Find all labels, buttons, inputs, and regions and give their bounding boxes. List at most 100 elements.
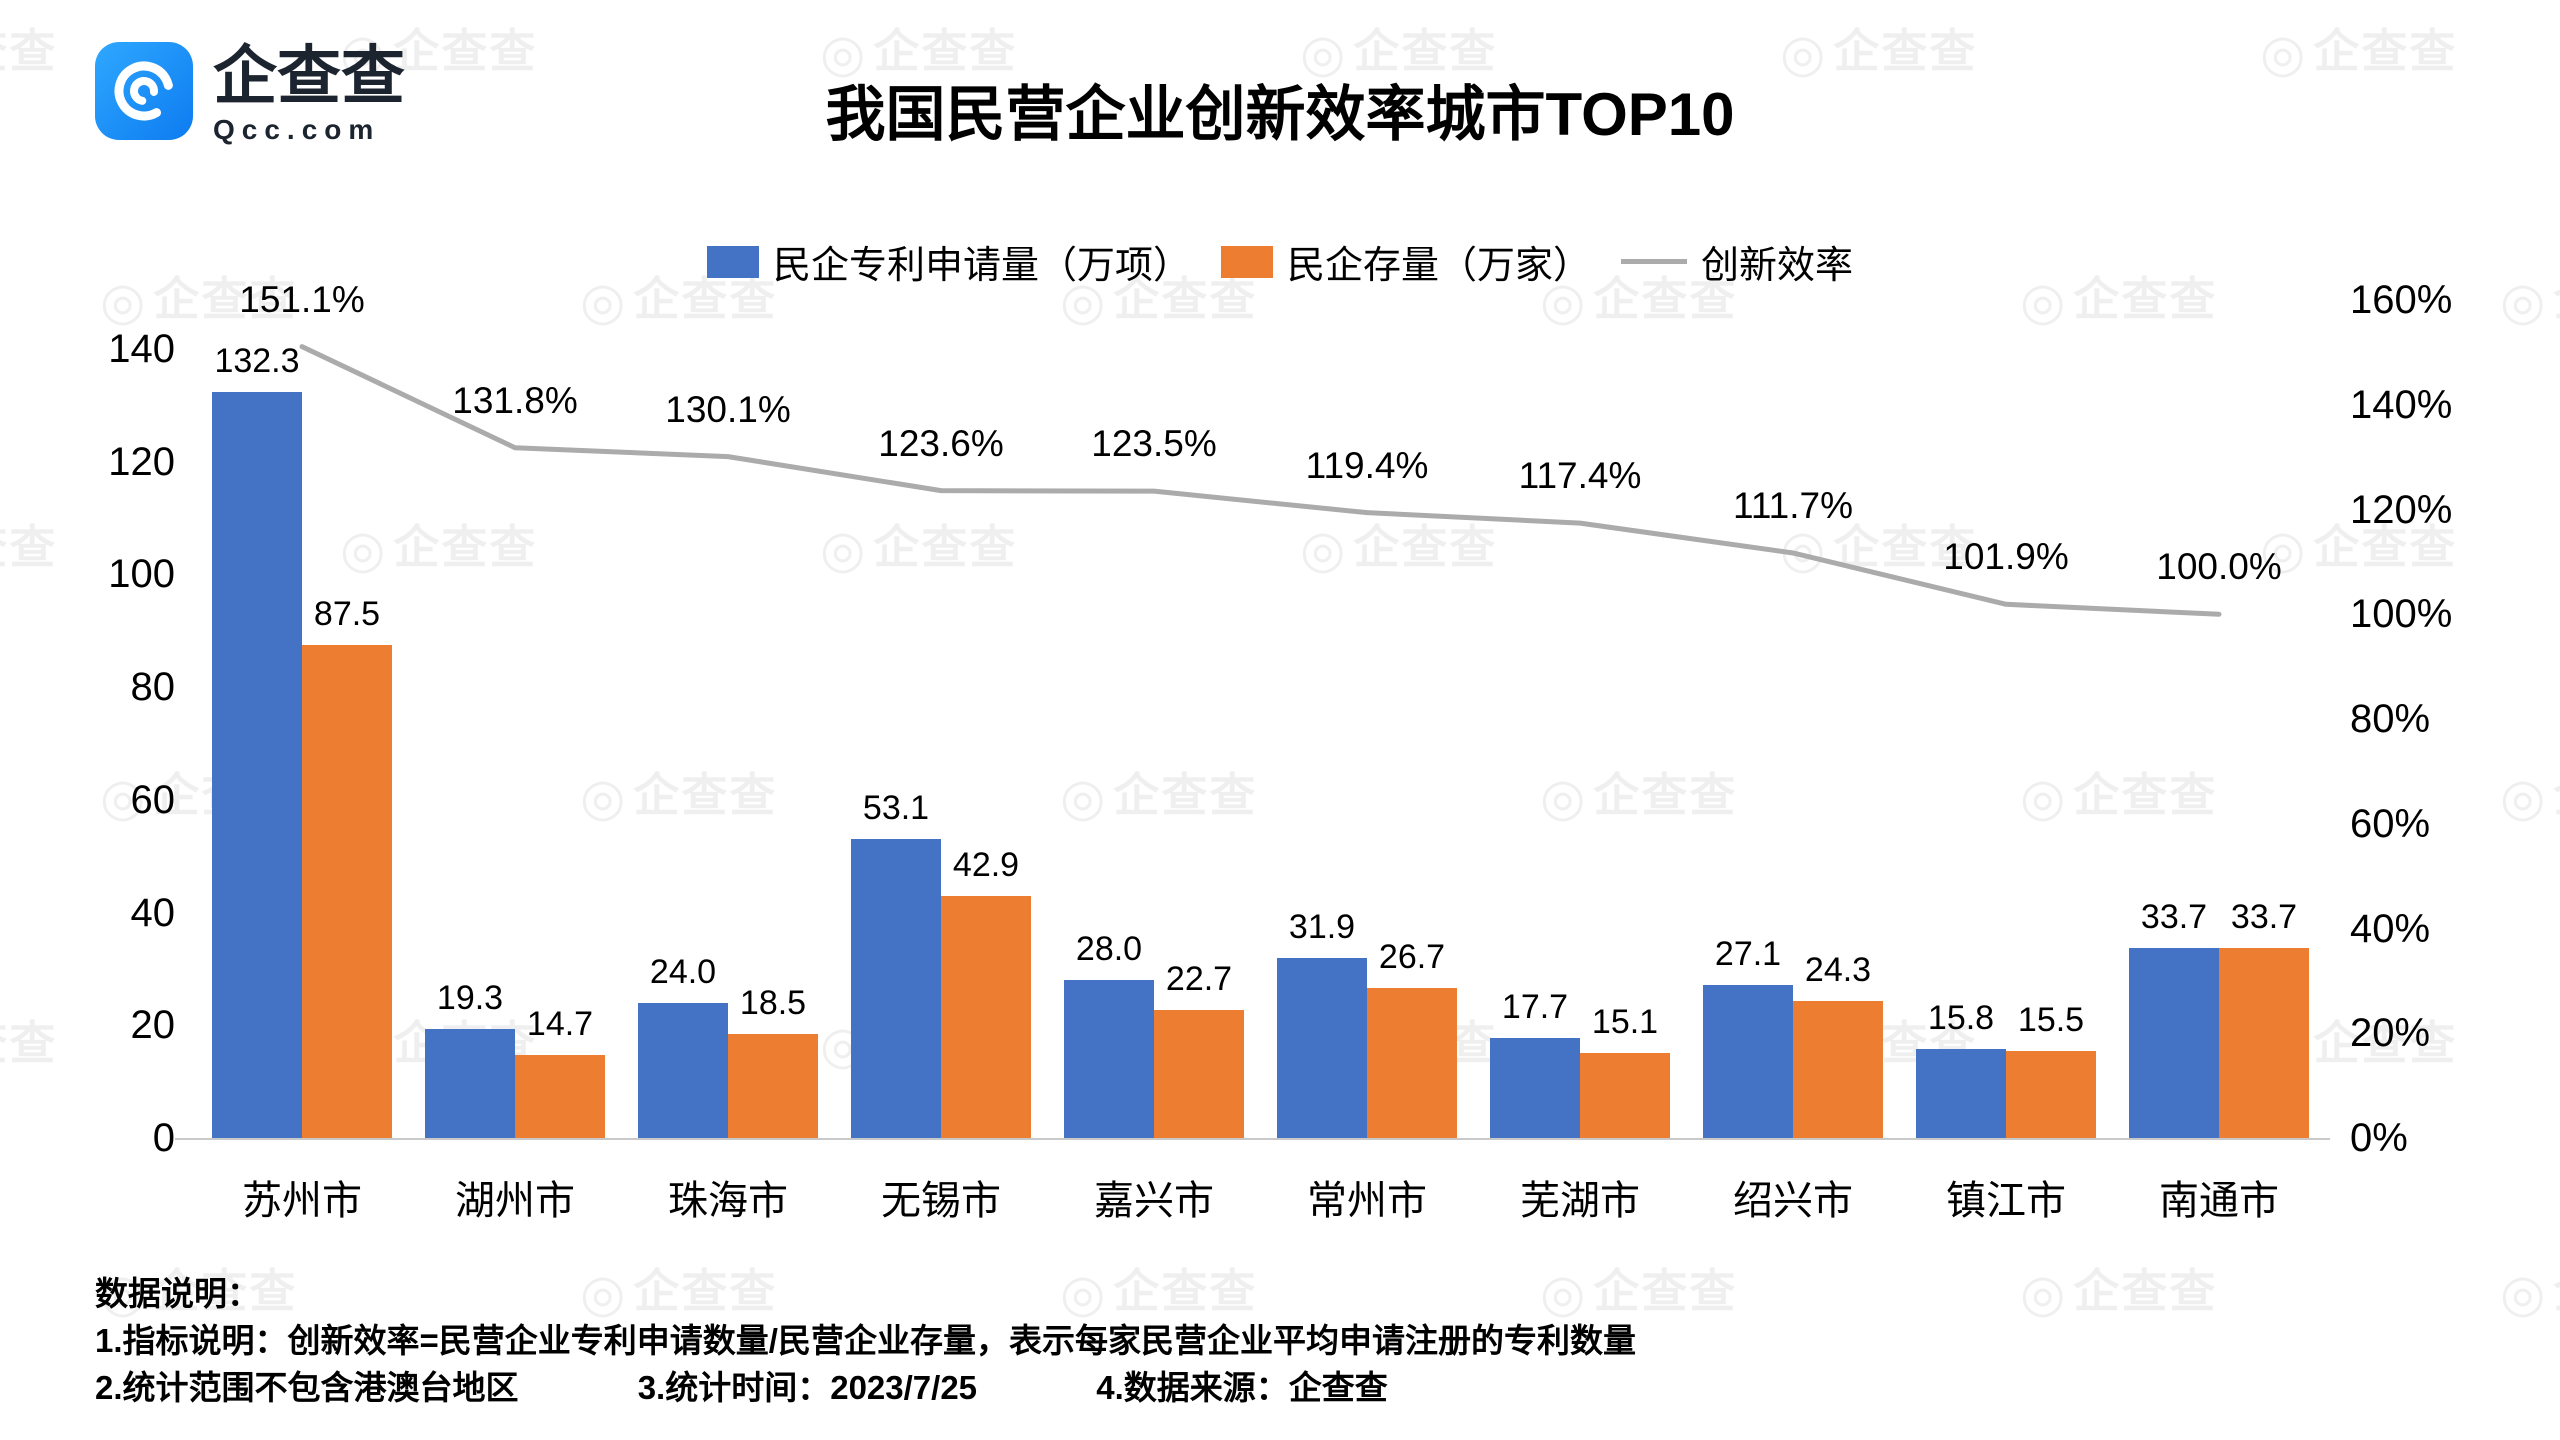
left-axis-tick: 100 (108, 552, 175, 597)
bar-value-label: 24.0 (649, 952, 717, 991)
right-axis-tick: 140% (2350, 382, 2453, 427)
footer-notes: 数据说明： 1.指标说明：创新效率=民营企业专利申请数量/民营企业存量，表示每家… (95, 1270, 1636, 1411)
stock-bar (1793, 1001, 1883, 1138)
qcc-logo-text: 企查查 (213, 40, 405, 112)
watermark: ◎企查查 (1540, 769, 1738, 827)
efficiency-point-label: 130.1% (665, 388, 791, 430)
legend-label: 民企存量（万家） (1286, 245, 1591, 287)
bar-value-label: 132.3 (214, 342, 300, 381)
watermark: ◎企查查 (580, 273, 778, 331)
watermark: ◎企查查 (2020, 769, 2218, 827)
city-label: 芜湖市 (1520, 1179, 1640, 1223)
stock-bar (941, 896, 1031, 1138)
left-axis-tick: 20 (130, 1003, 176, 1048)
x-axis-line (175, 1138, 2330, 1140)
patent-bar (1064, 980, 1154, 1138)
efficiency-point-label: 111.7% (1733, 484, 1853, 526)
watermark: ◎企查查 (1780, 25, 1978, 83)
city-label: 苏州市 (242, 1179, 362, 1223)
left-axis-tick: 140 (108, 326, 175, 371)
right-axis-tick: 0% (2350, 1116, 2408, 1160)
qcc-logo: 企查查 Qcc.com (95, 42, 405, 146)
spiral-icon (114, 61, 174, 121)
right-axis-tick: 20% (2350, 1011, 2431, 1056)
bar-value-label: 17.7 (1501, 988, 1569, 1027)
patent-bar (851, 838, 941, 1138)
footer-note-scope: 2.统计范围不包含港澳台地区 (95, 1369, 519, 1406)
footer-note-time: 3.统计时间：2023/7/25 (637, 1369, 978, 1406)
efficiency-point-label: 123.6% (878, 422, 1004, 464)
legend-label: 创新效率 (1701, 245, 1854, 287)
watermark: ◎企查查 (100, 1265, 298, 1323)
watermark: ◎企查查 (1060, 1265, 1258, 1323)
watermark: ◎企查查 (2500, 769, 2560, 827)
bar-value-label: 15.5 (2017, 1000, 2085, 1039)
efficiency-point-label: 131.8% (452, 379, 578, 421)
left-axis-tick: 0 (152, 1116, 175, 1160)
patent-bar (2129, 948, 2219, 1138)
left-axis-tick: 60 (130, 777, 176, 822)
watermark: ◎企查查 (1060, 273, 1258, 331)
legend-swatch-line (1621, 259, 1687, 264)
watermark: ◎企查查 (820, 25, 1018, 83)
stock-bar (1367, 987, 1457, 1138)
legend-swatch-orange (1220, 245, 1273, 278)
city-label: 无锡市 (881, 1179, 1001, 1223)
footer-line2: 2.统计范围不包含港澳台地区 3.统计时间：2023/7/25 4.数据来源：企… (95, 1364, 1636, 1411)
patent-bar (1703, 985, 1793, 1138)
stock-bar (728, 1033, 818, 1138)
efficiency-point-label: 151.1% (239, 278, 365, 320)
qcc-logo-subtext: Qcc.com (213, 114, 381, 145)
city-label: 常州市 (1307, 1179, 1427, 1223)
patent-bar (638, 1002, 728, 1138)
patent-bar (1490, 1038, 1580, 1138)
bar-value-label: 24.3 (1804, 951, 1872, 990)
left-axis-tick: 120 (108, 439, 175, 484)
city-label: 南通市 (2159, 1179, 2279, 1223)
stock-bar (2219, 948, 2309, 1138)
right-axis-tick: 60% (2350, 801, 2431, 846)
watermark: ◎企查查 (2020, 1265, 2218, 1323)
right-axis-tick: 100% (2350, 592, 2453, 637)
watermark: ◎企查查 (0, 1017, 58, 1069)
watermark: ◎企查查 (100, 273, 298, 331)
watermark: ◎企查查 (2260, 25, 2458, 83)
bar-value-label: 87.5 (313, 594, 381, 633)
patent-bar (1916, 1048, 2006, 1138)
bar-value-label: 27.1 (1714, 935, 1782, 974)
city-label: 绍兴市 (1733, 1179, 1853, 1223)
right-axis-tick: 80% (2350, 697, 2431, 741)
legend-swatch-blue (706, 245, 759, 278)
left-axis-tick: 80 (130, 665, 176, 710)
city-label: 镇江市 (1946, 1179, 2066, 1223)
bar-value-label: 18.5 (739, 983, 807, 1022)
city-label: 湖州市 (455, 1179, 575, 1223)
bar-value-label: 33.7 (2230, 898, 2298, 937)
bar-value-label: 14.7 (526, 1005, 594, 1044)
watermark: ◎企查查 (580, 1265, 778, 1323)
bar-value-label: 22.7 (1165, 960, 1233, 999)
chart-title: 我国民营企业创新效率城市TOP10 (825, 81, 1735, 148)
stock-bar (302, 644, 392, 1138)
bar-value-label: 15.1 (1591, 1002, 1659, 1041)
watermark: ◎企查查 (1540, 1265, 1738, 1323)
qcc-logo-icon (95, 42, 193, 140)
footer-note-source: 4.数据来源：企查查 (1096, 1369, 1388, 1406)
efficiency-point-label: 123.5% (1091, 423, 1217, 465)
stock-bar (2006, 1050, 2096, 1138)
footer-line1: 1.指标说明：创新效率=民营企业专利申请数量/民营企业存量，表示每家民营企业平均… (95, 1322, 1636, 1359)
bar-value-label: 31.9 (1288, 908, 1356, 947)
bar-value-label: 42.9 (952, 846, 1020, 885)
chart-legend: 民企专利申请量（万项） 民企存量（万家） 创新效率 (0, 234, 2560, 289)
legend-item-patent: 民企专利申请量（万项） (706, 234, 1191, 289)
watermark: ◎企查查 (580, 769, 778, 827)
right-axis-tick: 160% (2350, 278, 2453, 322)
left-axis-tick: 40 (130, 890, 176, 935)
efficiency-point-label: 101.9% (1943, 536, 2069, 578)
stock-bar (1580, 1052, 1670, 1138)
efficiency-point-label: 100.0% (2156, 546, 2282, 588)
stock-bar (1154, 1010, 1244, 1138)
right-axis-tick: 120% (2350, 487, 2453, 532)
bar-value-label: 53.1 (862, 788, 930, 827)
